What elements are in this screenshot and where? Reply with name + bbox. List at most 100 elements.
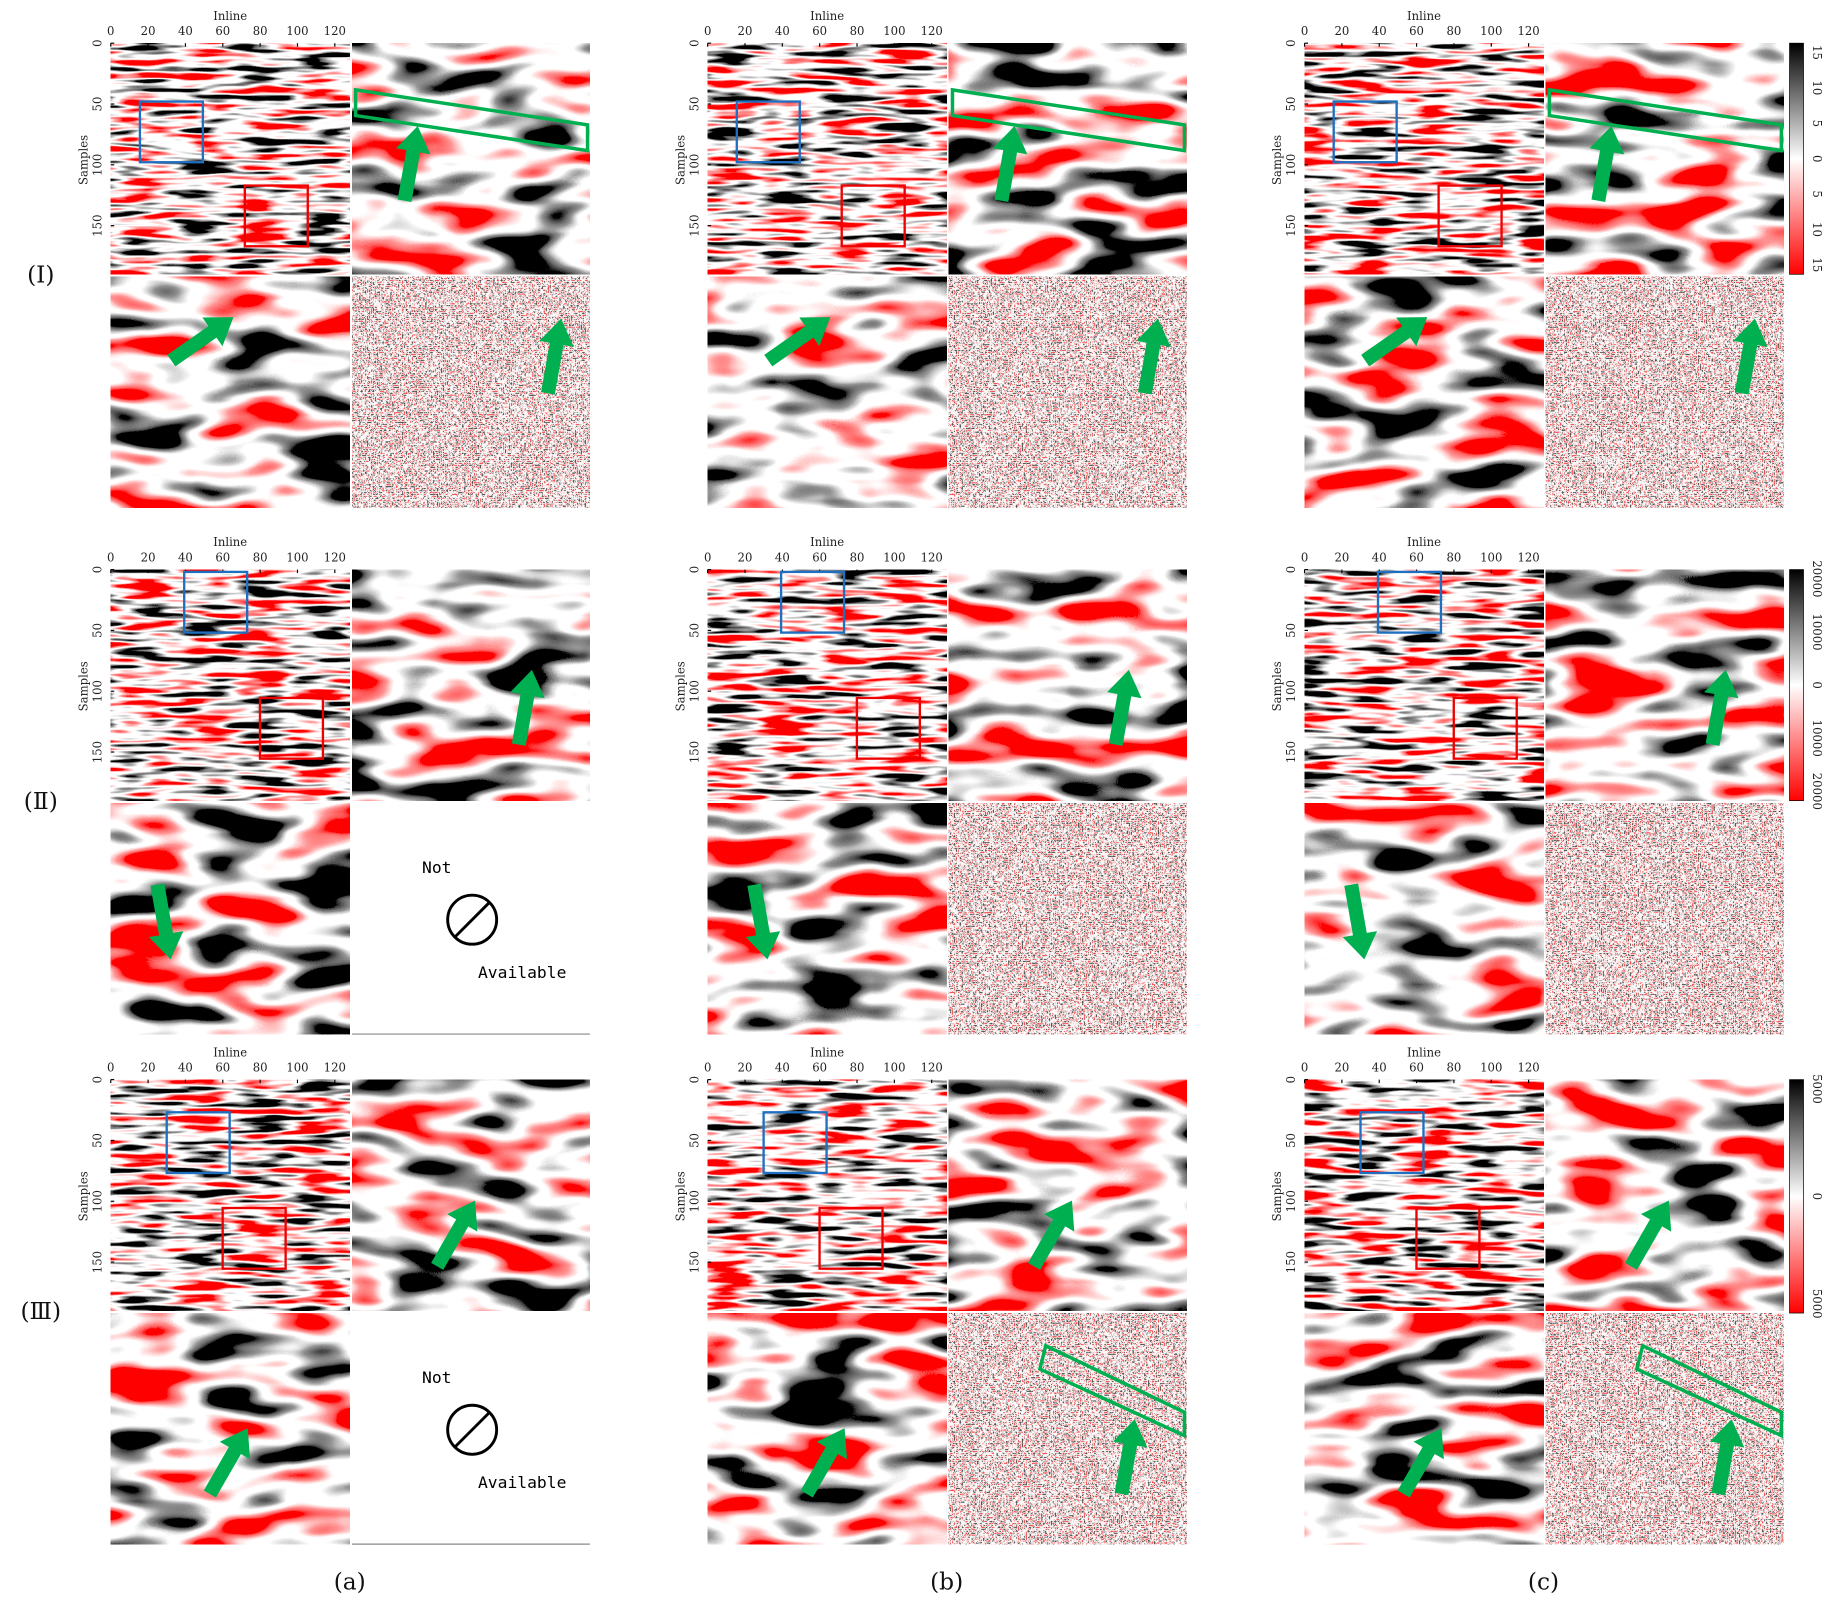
x-tick-label: 120	[1517, 24, 1539, 38]
colorbar-tick-label: 0	[1810, 681, 1824, 688]
red-box	[855, 696, 921, 760]
y-tick-label: 100	[90, 1190, 104, 1212]
x-tick-label: 120	[1517, 550, 1539, 564]
y-tick-label: 50	[1284, 97, 1298, 112]
x-tick-label: 100	[883, 550, 905, 564]
y-tick-label: 100	[90, 680, 104, 702]
y-tick-label: 50	[1284, 623, 1298, 638]
colorbar-tick-label: 0	[1810, 1193, 1824, 1200]
x-tick-label: 40	[178, 1060, 193, 1074]
blue-zoom	[109, 1311, 352, 1546]
red-box	[840, 184, 906, 248]
y-tick-label: 100	[687, 154, 701, 176]
y-tick-label: 0	[90, 1076, 104, 1083]
y-tick-label: 150	[1284, 214, 1298, 236]
y-tick-label: 50	[90, 97, 104, 112]
seismic-section	[1304, 42, 1545, 275]
y-tick-label: 100	[1284, 154, 1298, 176]
y-tick-label: 0	[90, 566, 104, 573]
colorbar	[1789, 42, 1804, 275]
y-tick-label: 150	[687, 741, 701, 763]
y-axis-title: Samples	[673, 661, 687, 711]
x-tick-label: 80	[1447, 1060, 1462, 1074]
seismic-section	[110, 569, 351, 802]
x-axis-title: Inline	[213, 535, 247, 549]
x-tick-label: 40	[1372, 24, 1387, 38]
colorbar-tick-label: 10000	[1810, 613, 1824, 650]
colorbar-tick-label: 0	[1810, 155, 1824, 162]
arrow	[1704, 669, 1739, 746]
arrow	[1107, 669, 1142, 746]
blue-box	[138, 100, 205, 164]
green-box	[353, 87, 590, 153]
x-tick-label: 120	[324, 24, 346, 38]
x-tick-label: 120	[921, 550, 943, 564]
blue-box	[183, 570, 249, 634]
red-zoom	[350, 1077, 592, 1313]
x-axis-title: Inline	[810, 1045, 844, 1059]
y-tick-label: 100	[90, 154, 104, 176]
y-tick-label: 0	[687, 39, 701, 46]
colorbar-tick-label: 5	[1810, 190, 1824, 197]
y-tick-label: 50	[687, 623, 701, 638]
x-tick-label: 60	[1409, 550, 1424, 564]
x-tick-label: 80	[253, 24, 268, 38]
x-tick-label: 20	[141, 550, 156, 564]
x-axis-title: Inline	[810, 9, 844, 23]
red-zoom	[1544, 1077, 1786, 1313]
x-tick-label: 60	[812, 1060, 827, 1074]
x-tick-label: 0	[1301, 1060, 1308, 1074]
y-tick-label: 150	[90, 1251, 104, 1273]
y-tick-label: 150	[1284, 1251, 1298, 1273]
y-tick-label: 150	[90, 741, 104, 763]
seismic-section	[110, 1079, 351, 1312]
colorbar	[1789, 569, 1804, 802]
x-tick-label: 80	[253, 1060, 268, 1074]
column-label: (a)	[334, 1569, 366, 1596]
blue-zoom	[705, 1311, 949, 1546]
arrow	[510, 669, 545, 746]
y-tick-label: 50	[90, 1133, 104, 1148]
x-tick-label: 20	[738, 550, 753, 564]
residual	[1545, 1313, 1784, 1545]
green-box	[1547, 87, 1784, 153]
not-available-top: Not	[422, 1368, 451, 1387]
red-box	[818, 1206, 884, 1270]
blue-zoom	[705, 801, 949, 1036]
red-box	[1452, 696, 1518, 760]
blue-box	[779, 570, 846, 634]
arrow	[1589, 126, 1625, 202]
colorbar-tick-label: 15	[1810, 45, 1824, 60]
x-tick-label: 60	[215, 550, 230, 564]
y-axis-title: Samples	[76, 1171, 90, 1221]
y-tick-label: 0	[1284, 39, 1298, 46]
x-tick-label: 120	[921, 1060, 943, 1074]
arrow	[1136, 318, 1171, 395]
x-tick-label: 120	[921, 24, 943, 38]
x-tick-label: 60	[812, 24, 827, 38]
arrow	[764, 317, 831, 367]
x-tick-label: 20	[738, 1060, 753, 1074]
x-tick-label: 60	[812, 550, 827, 564]
y-tick-label: 50	[687, 1133, 701, 1148]
x-tick-label: 120	[324, 1060, 346, 1074]
residual	[948, 803, 1187, 1035]
y-axis-title: Samples	[1270, 1171, 1284, 1221]
x-tick-label: 0	[107, 24, 114, 38]
x-axis-title: Inline	[810, 535, 844, 549]
arrow	[203, 1428, 251, 1498]
red-box	[258, 696, 325, 760]
blue-zoom	[109, 801, 352, 1036]
x-axis-title: Inline	[1407, 1045, 1441, 1059]
x-tick-label: 100	[286, 1060, 308, 1074]
colorbar-tick-label: 10000	[1810, 720, 1824, 757]
y-tick-label: 100	[1284, 680, 1298, 702]
y-tick-label: 50	[1284, 1133, 1298, 1148]
x-tick-label: 100	[1480, 550, 1502, 564]
arrow	[800, 1428, 847, 1498]
y-tick-label: 0	[90, 39, 104, 46]
x-tick-label: 60	[215, 1060, 230, 1074]
x-tick-label: 120	[324, 550, 346, 564]
